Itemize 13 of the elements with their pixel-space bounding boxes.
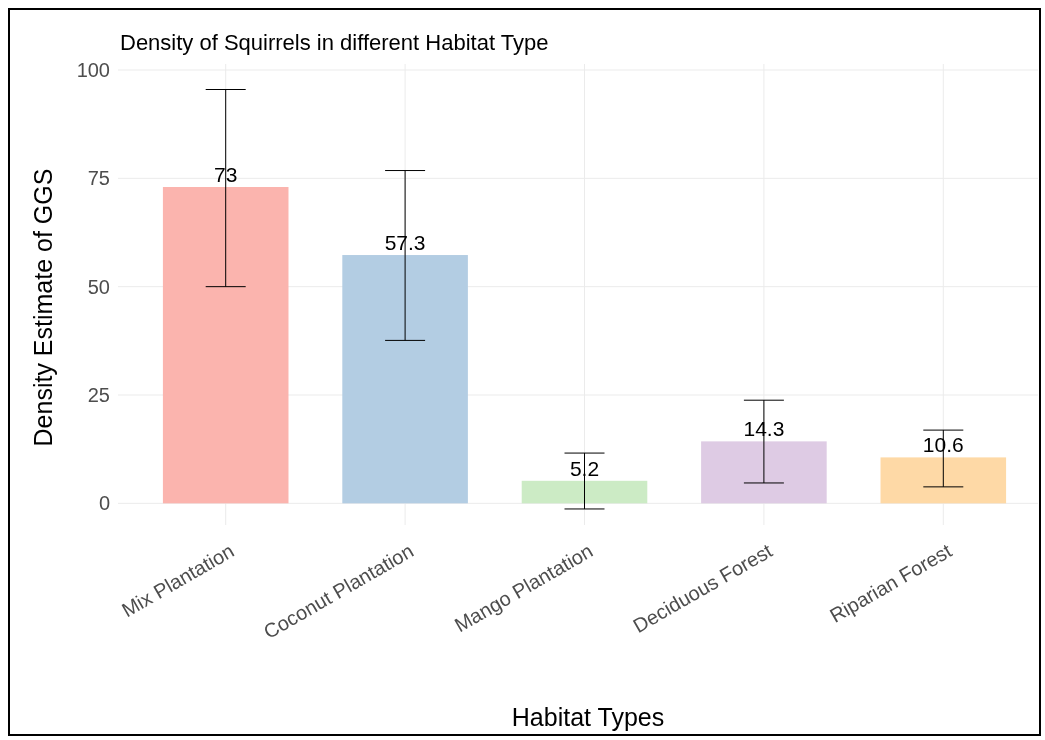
- chart-title: Density of Squirrels in different Habitat Type: [120, 30, 549, 55]
- bar: [701, 441, 827, 504]
- x-axis-title: Habitat Types: [511, 703, 665, 731]
- y-axis-title: Density Estimate of GGS: [29, 168, 57, 447]
- y-tick-label: 75: [87, 167, 110, 190]
- bar: [162, 187, 289, 504]
- bar: [880, 457, 1007, 504]
- y-tick-label: 100: [76, 59, 110, 81]
- bar: [521, 480, 648, 504]
- bar: [342, 255, 468, 504]
- y-tick-label: 25: [87, 384, 110, 406]
- y-tick-label: 0: [98, 492, 110, 515]
- y-tick-label: 50: [87, 275, 110, 298]
